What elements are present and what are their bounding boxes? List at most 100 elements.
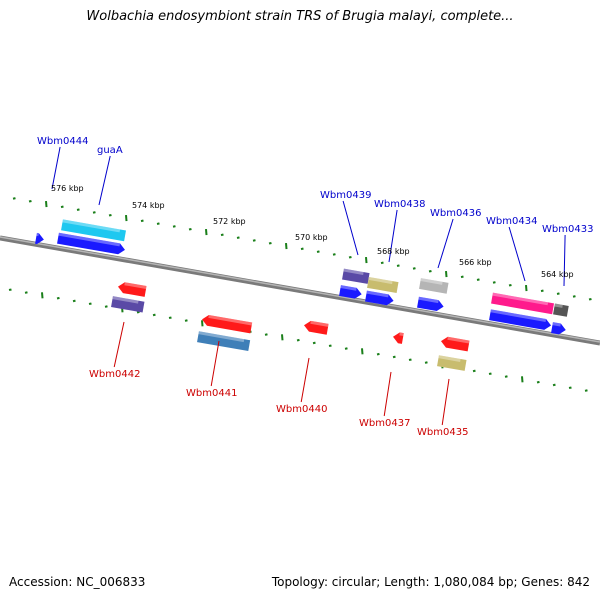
tick-mark [56,296,60,300]
scale-ticks [8,197,592,392]
gene-feature[interactable] [339,285,363,300]
tick-mark [344,347,348,350]
tick-mark [460,275,464,279]
gene-arrow-body [118,282,147,297]
accession-text: Accession: NC_006833 [9,575,146,589]
label-leader [437,218,454,269]
tick-mark [125,214,128,222]
tick-mark [328,344,332,348]
tick-mark [152,313,156,317]
forward-gene-label[interactable]: Wbm0438 [374,199,425,210]
gene-feature[interactable] [489,309,552,331]
gene-feature[interactable] [201,314,253,334]
label-leader [51,146,61,190]
reverse-gene-label[interactable]: Wbm0435 [417,427,468,438]
gene-shading [58,232,121,247]
gene-feature[interactable] [392,331,404,344]
gene-arrow-body [57,232,125,255]
gene-feature[interactable] [61,219,126,242]
label-leader [508,226,526,282]
gene-shading [208,314,253,326]
gene-feature[interactable] [367,276,399,293]
tick-mark [361,348,364,355]
gene-feature[interactable] [553,303,569,317]
tick-mark [236,236,240,239]
gene-feature[interactable] [57,232,126,256]
gene-arrow-body [111,296,145,313]
gene-feature[interactable] [417,296,445,312]
tick-mark [504,375,508,378]
tick-mark [476,278,480,281]
gene-feature[interactable] [365,290,394,307]
tick-mark [184,319,188,322]
tick-mark [332,253,336,256]
tick-mark [412,267,416,270]
forward-gene-label[interactable]: Wbm0434 [486,216,537,227]
tick-mark [268,241,272,245]
label-leader [113,321,125,368]
gene-shading [399,332,404,337]
gene-shading [310,320,329,327]
label-leader [210,340,220,387]
gene-shading [368,276,393,285]
gene-shading [447,336,470,344]
tick-mark [60,205,64,209]
label-leader [300,357,310,403]
gene-feature[interactable] [491,292,555,315]
reverse-gene-label[interactable]: Wbm0441 [186,388,237,399]
gene-feature[interactable] [117,281,147,297]
gene-arrow-body [197,331,251,352]
reverse-gene-label[interactable]: Wbm0442 [89,369,140,380]
tick-mark [572,295,576,298]
gene-feature[interactable] [111,296,145,313]
scale-label: 572 kbp [213,217,246,226]
tick-mark [8,288,12,292]
gene-arrow-body [365,290,394,306]
forward-gene-label[interactable]: Wbm0433 [542,224,593,235]
gene-arrow-body [553,303,569,317]
tick-mark [392,355,396,359]
genome-backbone [0,235,600,346]
tick-mark [28,199,32,203]
forward-gene-label[interactable]: Wbm0436 [430,208,481,219]
gene-shading [198,331,245,343]
reverse-gene-label[interactable]: Wbm0440 [276,404,327,415]
gene-feature[interactable] [342,268,370,284]
tick-mark [220,233,224,237]
tick-mark [281,334,284,341]
forward-gene-label[interactable]: Wbm0439 [320,190,371,201]
tick-mark [316,250,320,253]
gene-arrow-body [61,219,126,242]
gene-feature[interactable] [440,336,470,352]
gene-feature[interactable] [35,232,45,245]
tick-mark [285,242,288,250]
scale-label: 574 kbp [132,201,165,210]
tick-mark [205,228,208,236]
tick-mark [472,369,476,373]
forward-gene-label[interactable]: Wbm0444 [37,136,88,147]
gene-feature[interactable] [303,320,329,335]
gene-shading [340,285,357,291]
gene-shading [418,296,439,304]
scale-label: 568 kbp [377,247,410,256]
gene-arrow-body [202,314,253,334]
reverse-gene-label[interactable]: Wbm0437 [359,418,410,429]
forward-gene-label[interactable]: guaA [97,145,123,156]
tick-mark [376,352,380,356]
tick-mark [492,281,496,284]
gene-shading [36,232,39,237]
gene-feature[interactable] [419,278,449,294]
label-leader [441,378,450,426]
tick-mark [76,208,80,211]
tick-mark [536,380,540,384]
scale-label: 576 kbp [51,184,84,193]
gene-feature[interactable] [437,355,467,371]
tick-mark [408,358,412,362]
gene-shading [62,219,121,233]
gene-feature[interactable] [197,331,251,352]
gene-arrow-body [417,296,444,312]
tick-mark [428,269,432,273]
tick-mark [584,389,588,392]
gene-feature[interactable] [551,322,567,335]
